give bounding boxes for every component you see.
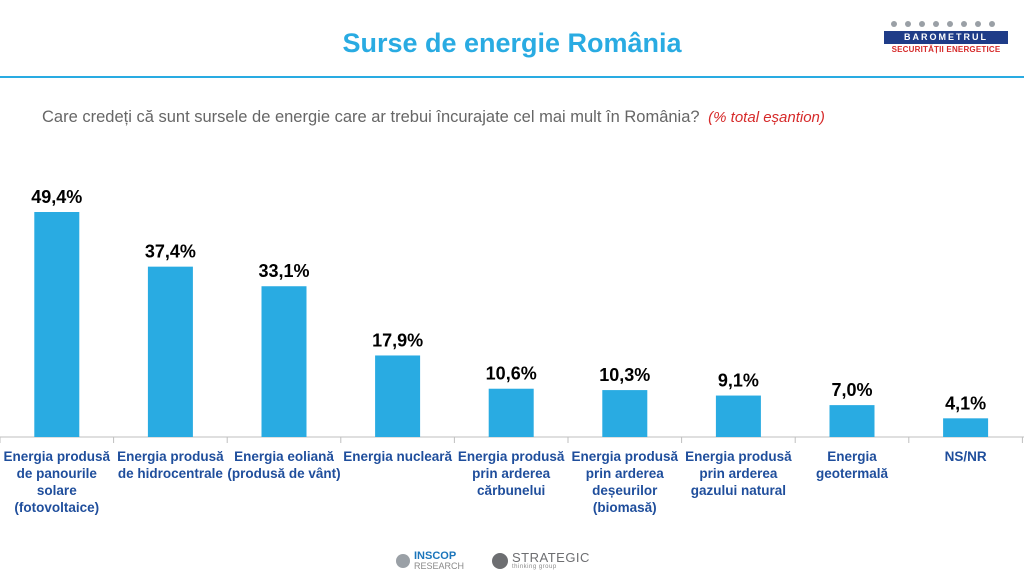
bar	[375, 355, 421, 437]
bar-value-label: 33,1%	[258, 261, 309, 281]
inscop-mark-icon	[396, 554, 410, 568]
sample-note: (% total eșantion)	[708, 109, 825, 126]
bar	[488, 388, 534, 437]
page-title: Surse de energie România	[342, 28, 682, 58]
category-label: Energia produsă prin arderea cărbunelui	[457, 449, 565, 498]
bar	[829, 405, 875, 437]
bar	[715, 395, 761, 437]
category-label: Energia geotermală	[815, 449, 889, 481]
inscop-logo: INSCOP RESEARCH	[396, 550, 486, 572]
bar-value-label: 49,4%	[31, 187, 82, 207]
bar	[147, 266, 193, 437]
strategic-name: STRATEGIC	[512, 550, 590, 565]
logo-subtitle: SECURITĂȚII ENERGETICE	[891, 45, 1001, 54]
category-label: Energia nucleară	[343, 449, 452, 464]
bar	[34, 212, 80, 437]
category-label: Energia produsă de panourile solare (fot…	[3, 449, 111, 515]
category-label: NS/NR	[944, 449, 987, 464]
logo-dots-icon	[891, 21, 995, 27]
category-label: Energia produsă prin arderea gazului nat…	[685, 449, 792, 498]
strategic-sub: thinking group	[512, 564, 557, 570]
inscop-sub: RESEARCH	[414, 561, 465, 571]
category-label: Energia produsă prin arderea deșeurilor …	[571, 449, 679, 515]
title-divider	[0, 76, 1024, 78]
strategic-logo: STRATEGIC thinking group	[492, 550, 612, 572]
category-label: Energia eoliană (produsă de vânt)	[227, 449, 341, 481]
bar	[602, 390, 648, 437]
bar-value-label: 10,3%	[599, 365, 650, 385]
bar-value-label: 4,1%	[945, 393, 986, 413]
survey-question: Care credeți că sunt sursele de energie …	[42, 108, 825, 127]
category-label: Energia produsă de hidrocentrale	[117, 449, 224, 481]
bar-value-label: 17,9%	[372, 330, 423, 350]
bar-value-label: 10,6%	[486, 364, 537, 384]
strategic-mark-icon	[492, 553, 508, 569]
bar-value-label: 37,4%	[145, 242, 196, 262]
question-text: Care credeți că sunt sursele de energie …	[42, 108, 700, 126]
bar	[261, 286, 307, 437]
bar-chart: 49,4% 37,4% 33,1% 17,9% 10,6% 10,3% 9,1% 7,0% 4,…	[0, 187, 1024, 443]
bar	[943, 418, 989, 437]
logo-name: BAROMETRUL	[884, 31, 1008, 44]
bar-value-label: 9,1%	[718, 371, 759, 391]
barometer-logo: BAROMETRUL SECURITĂȚII ENERGETICE	[884, 20, 1008, 58]
bar-value-label: 7,0%	[831, 380, 872, 400]
inscop-name: INSCOP	[414, 550, 457, 562]
